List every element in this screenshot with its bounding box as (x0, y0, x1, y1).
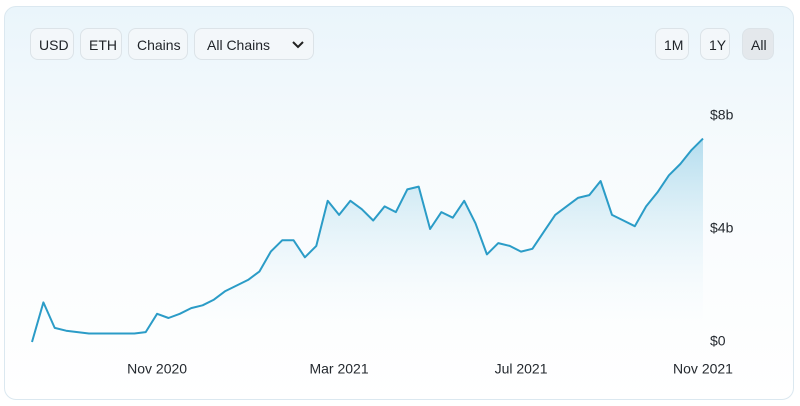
chains-button[interactable]: Chains (128, 28, 188, 60)
dropdown-label: All Chains (207, 37, 271, 53)
x-tick-label: Nov 2021 (673, 361, 733, 377)
x-tick-label: Mar 2021 (309, 361, 368, 377)
y-tick-label: $0 (710, 333, 726, 349)
y-tick-label: $4b (710, 220, 734, 236)
range-button[interactable]: All (742, 28, 774, 60)
chain-dropdown[interactable]: All Chains (194, 28, 314, 60)
x-tick-label: Jul 2021 (495, 361, 548, 377)
chevron (292, 41, 304, 49)
range-button[interactable]: 1M (655, 28, 689, 60)
currency-button[interactable]: USD (30, 28, 74, 60)
y-tick-label: $8b (710, 107, 734, 123)
range-button[interactable]: 1Y (700, 28, 730, 60)
area (32, 138, 703, 342)
x-tick-label: Nov 2020 (127, 361, 187, 377)
currency-button[interactable]: ETH (80, 28, 122, 60)
line (31, 137, 704, 343)
